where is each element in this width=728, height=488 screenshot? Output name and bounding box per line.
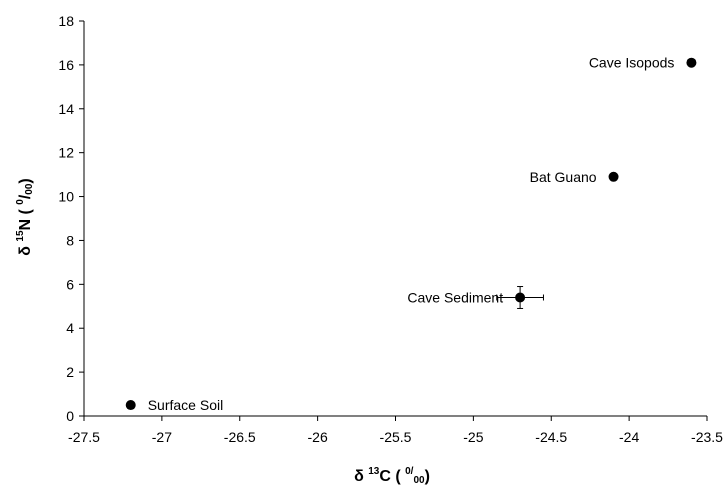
x-tick-label: -26 — [308, 429, 328, 445]
point-label: Cave Sediment — [407, 290, 503, 306]
y-tick-label: 6 — [66, 276, 74, 292]
x-tick-label: -24 — [619, 429, 639, 445]
point-marker — [609, 172, 619, 182]
x-tick-label: -27.5 — [68, 429, 100, 445]
x-axis-title: δ 13C ( 0/00) — [354, 466, 430, 486]
point-marker — [515, 293, 525, 303]
data-points: Surface Soil Cave Sediment Bat Guano Cave I… — [126, 55, 697, 413]
x-tick-label: -24.5 — [535, 429, 567, 445]
x-tick-label: -23.5 — [691, 429, 723, 445]
y-tick-label: 4 — [66, 320, 74, 336]
data-point: Bat Guano — [530, 169, 619, 185]
y-tick-label: 0 — [66, 408, 74, 424]
data-point: Cave Isopods — [589, 55, 697, 71]
y-tick-label: 16 — [58, 57, 74, 73]
point-marker — [126, 400, 136, 410]
y-tick-label: 14 — [58, 101, 74, 117]
point-label: Bat Guano — [530, 169, 597, 185]
point-label: Surface Soil — [148, 397, 223, 413]
x-tick-label: -27 — [152, 429, 172, 445]
x-tick-label: -25 — [463, 429, 483, 445]
y-tick-label: 10 — [58, 189, 74, 205]
data-point: Surface Soil — [126, 397, 223, 413]
y-tick-label: 18 — [58, 13, 74, 29]
y-tick-label: 12 — [58, 145, 74, 161]
x-tick-label: -25.5 — [380, 429, 412, 445]
y-tick-label: 2 — [66, 364, 74, 380]
axes — [84, 21, 707, 416]
x-tick-label: -26.5 — [224, 429, 256, 445]
y-axis-title: δ 15N ( 0/00) — [15, 178, 35, 256]
y-tick-label: 8 — [66, 232, 74, 248]
data-point: Cave Sediment — [407, 287, 543, 309]
point-marker — [686, 58, 696, 68]
point-label: Cave Isopods — [589, 55, 675, 71]
ticks: 0 2 4 6 8 10 12 14 16 18 -27.5 -27 -26.5 -26 -25.5 -25 -… — [58, 13, 723, 445]
